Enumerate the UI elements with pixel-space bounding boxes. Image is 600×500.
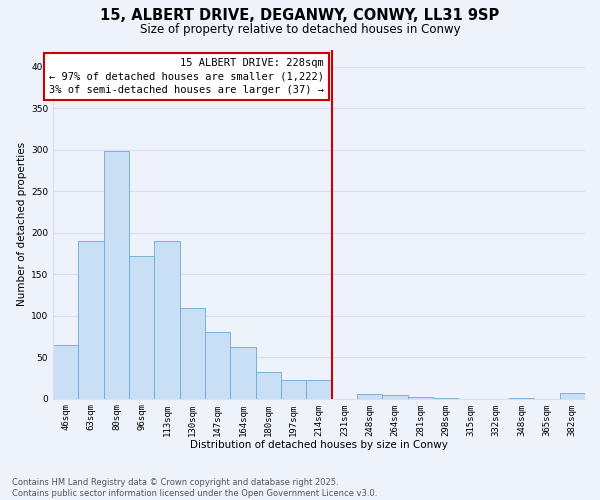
Bar — [281, 380, 307, 398]
Bar — [230, 347, 256, 399]
Bar — [407, 397, 433, 398]
Bar — [307, 380, 332, 398]
Bar — [560, 393, 585, 398]
Text: 15, ALBERT DRIVE, DEGANWY, CONWY, LL31 9SP: 15, ALBERT DRIVE, DEGANWY, CONWY, LL31 9… — [100, 8, 500, 22]
Bar — [79, 241, 104, 398]
Bar — [382, 396, 407, 398]
Bar — [104, 152, 129, 398]
Bar — [154, 241, 180, 398]
Bar — [205, 332, 230, 398]
Text: Contains HM Land Registry data © Crown copyright and database right 2025.
Contai: Contains HM Land Registry data © Crown c… — [12, 478, 377, 498]
Bar — [129, 256, 154, 398]
Bar — [357, 394, 382, 398]
Bar — [53, 345, 79, 399]
Text: Size of property relative to detached houses in Conwy: Size of property relative to detached ho… — [140, 22, 460, 36]
Y-axis label: Number of detached properties: Number of detached properties — [17, 142, 27, 306]
Bar — [256, 372, 281, 398]
Text: 15 ALBERT DRIVE: 228sqm
← 97% of detached houses are smaller (1,222)
3% of semi-: 15 ALBERT DRIVE: 228sqm ← 97% of detache… — [49, 58, 324, 94]
Bar — [180, 308, 205, 398]
X-axis label: Distribution of detached houses by size in Conwy: Distribution of detached houses by size … — [190, 440, 448, 450]
